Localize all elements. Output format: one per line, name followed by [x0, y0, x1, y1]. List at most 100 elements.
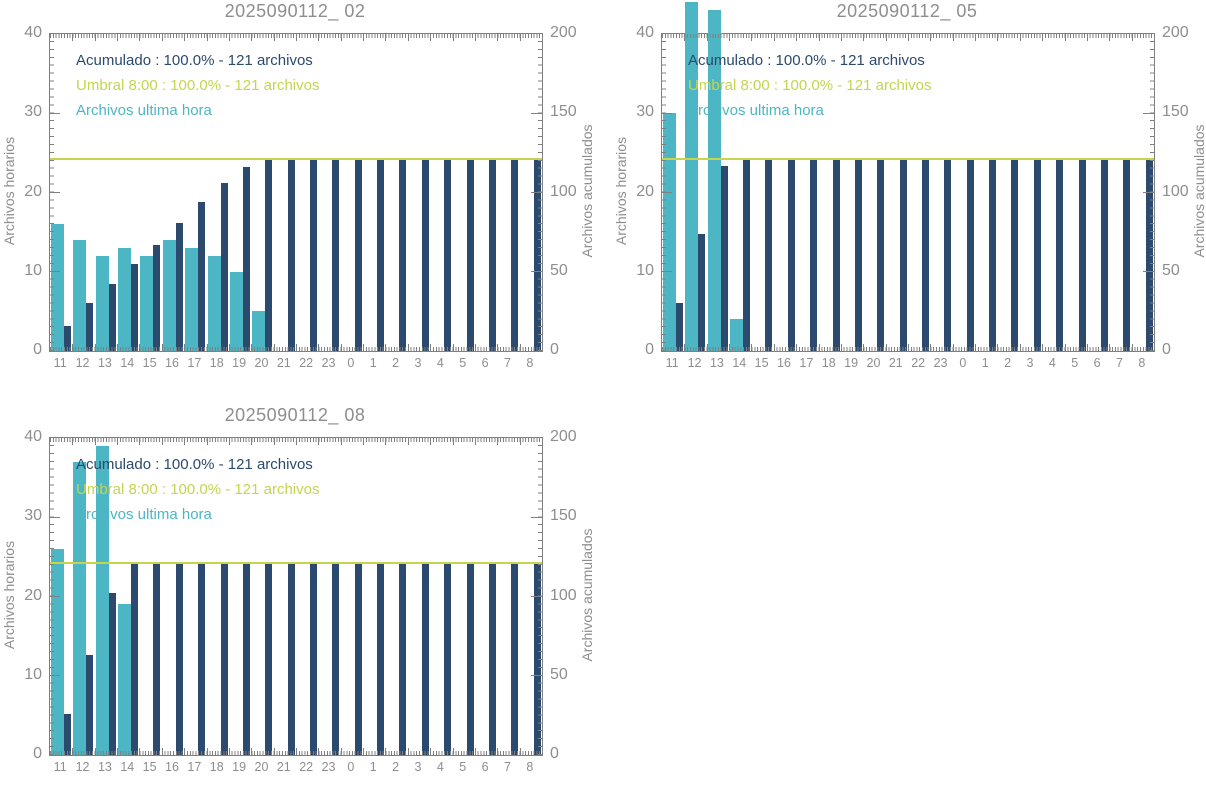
x-major-tick [273, 344, 275, 351]
x-major-tick [908, 34, 909, 41]
legend-hourly-files: Archivos ultima hora [688, 102, 824, 119]
y-tick-label: 20 [24, 586, 42, 604]
y-major-tick [50, 112, 60, 114]
y-tick-label: 30 [24, 507, 42, 525]
x-major-tick [139, 34, 141, 41]
x-tick-label: 5 [1071, 356, 1079, 370]
bar-hourly [118, 604, 132, 755]
x-tick-label: 15 [142, 356, 157, 370]
x-major-tick [430, 748, 432, 755]
x-major-tick [228, 438, 230, 445]
x-tick-label: 0 [959, 356, 967, 370]
chart-title: 2025090112_ 05 [836, 1, 978, 21]
bar-accumulated [354, 563, 362, 755]
bar-accumulated [1011, 159, 1019, 351]
x-major-tick [452, 344, 454, 351]
y-tick-label: 200 [550, 428, 577, 445]
threshold-line [50, 562, 542, 565]
bar-accumulated [765, 159, 773, 351]
x-major-tick [318, 34, 320, 41]
x-major-tick [840, 34, 842, 41]
x-tick-label: 5 [459, 356, 467, 370]
x-major-tick [139, 344, 141, 351]
x-major-tick [684, 34, 686, 41]
x-major-tick [340, 344, 342, 351]
y-tick-label: 50 [550, 665, 568, 683]
x-major-tick [773, 34, 775, 41]
x-tick-label: 17 [187, 356, 202, 370]
y-tick-label: 150 [550, 103, 577, 121]
x-major-tick [1131, 34, 1133, 41]
x-major-tick [930, 34, 932, 41]
chart-panel-05: 2025090112_ 05 Archivos horarios Archivo… [612, 0, 1206, 390]
x-major-tick [184, 438, 186, 445]
legend-threshold: Umbral 8:00 : 100.0% - 121 archivos [76, 77, 320, 94]
x-major-tick [863, 34, 865, 41]
x-tick-label: 6 [1093, 356, 1101, 370]
bar-hourly [73, 240, 87, 351]
x-major-tick [729, 34, 731, 41]
x-major-tick [706, 344, 708, 351]
y-major-tick [531, 596, 542, 597]
bar-hourly [95, 255, 109, 351]
x-major-tick [519, 438, 521, 445]
bar-accumulated [108, 284, 116, 351]
bar-accumulated [899, 159, 907, 351]
x-major-tick [94, 438, 96, 445]
y-tick-label: 0 [1162, 341, 1171, 358]
y-tick-label: 20 [636, 182, 654, 200]
y-major-tick [662, 112, 672, 114]
x-major-tick [184, 344, 186, 351]
bar-accumulated [332, 159, 340, 351]
x-major-tick [363, 438, 365, 445]
bar-accumulated [1033, 159, 1041, 351]
x-major-tick [161, 34, 163, 41]
y-major-tick [531, 675, 542, 677]
x-major-tick [1086, 344, 1088, 351]
x-tick-label: 7 [503, 356, 511, 370]
x-major-tick [139, 438, 141, 445]
x-major-tick [340, 748, 342, 755]
x-tick-label: 20 [254, 356, 269, 370]
bar-accumulated [743, 159, 751, 351]
x-major-tick [430, 344, 432, 351]
x-tick-label: 16 [777, 356, 791, 370]
chart-title: 2025090112_ 02 [224, 1, 366, 21]
bar-accumulated [922, 159, 929, 351]
x-major-tick [1019, 34, 1021, 41]
x-major-tick [206, 748, 208, 755]
bar-accumulated [86, 303, 94, 351]
legend-accumulated: Acumulado : 100.0% - 121 archivos [76, 52, 313, 69]
x-major-tick [318, 344, 320, 351]
x-major-tick [94, 34, 96, 41]
x-major-tick [997, 344, 999, 351]
x-tick-label: 4 [436, 760, 444, 774]
x-tick-label: 2 [392, 760, 400, 774]
x-major-tick [296, 748, 297, 755]
bar-accumulated [854, 159, 862, 351]
bar-accumulated [787, 159, 795, 351]
bar-accumulated [131, 563, 139, 755]
x-major-tick [975, 344, 977, 351]
x-major-tick [206, 34, 208, 41]
x-major-tick [863, 344, 865, 351]
x-tick-label: 21 [276, 356, 291, 370]
bar-accumulated [198, 563, 206, 755]
x-major-tick [385, 438, 387, 445]
x-tick-label: 11 [665, 356, 679, 370]
x-tick-label: 12 [75, 760, 90, 774]
bar-accumulated [989, 159, 997, 351]
y-major-tick [1143, 192, 1154, 193]
bar-accumulated [944, 159, 952, 351]
plot-area: Acumulado : 100.0% - 121 archivos Umbral… [661, 2, 1155, 352]
x-tick-label: 13 [97, 356, 112, 370]
bar-accumulated [175, 222, 183, 351]
bar-accumulated [698, 233, 706, 351]
x-major-tick [519, 34, 521, 41]
y-tick-label: 0 [645, 341, 654, 358]
x-tick-label: 3 [1026, 356, 1034, 370]
y-major-tick [531, 112, 542, 114]
x-major-tick [72, 438, 74, 445]
bar-accumulated [287, 159, 295, 351]
